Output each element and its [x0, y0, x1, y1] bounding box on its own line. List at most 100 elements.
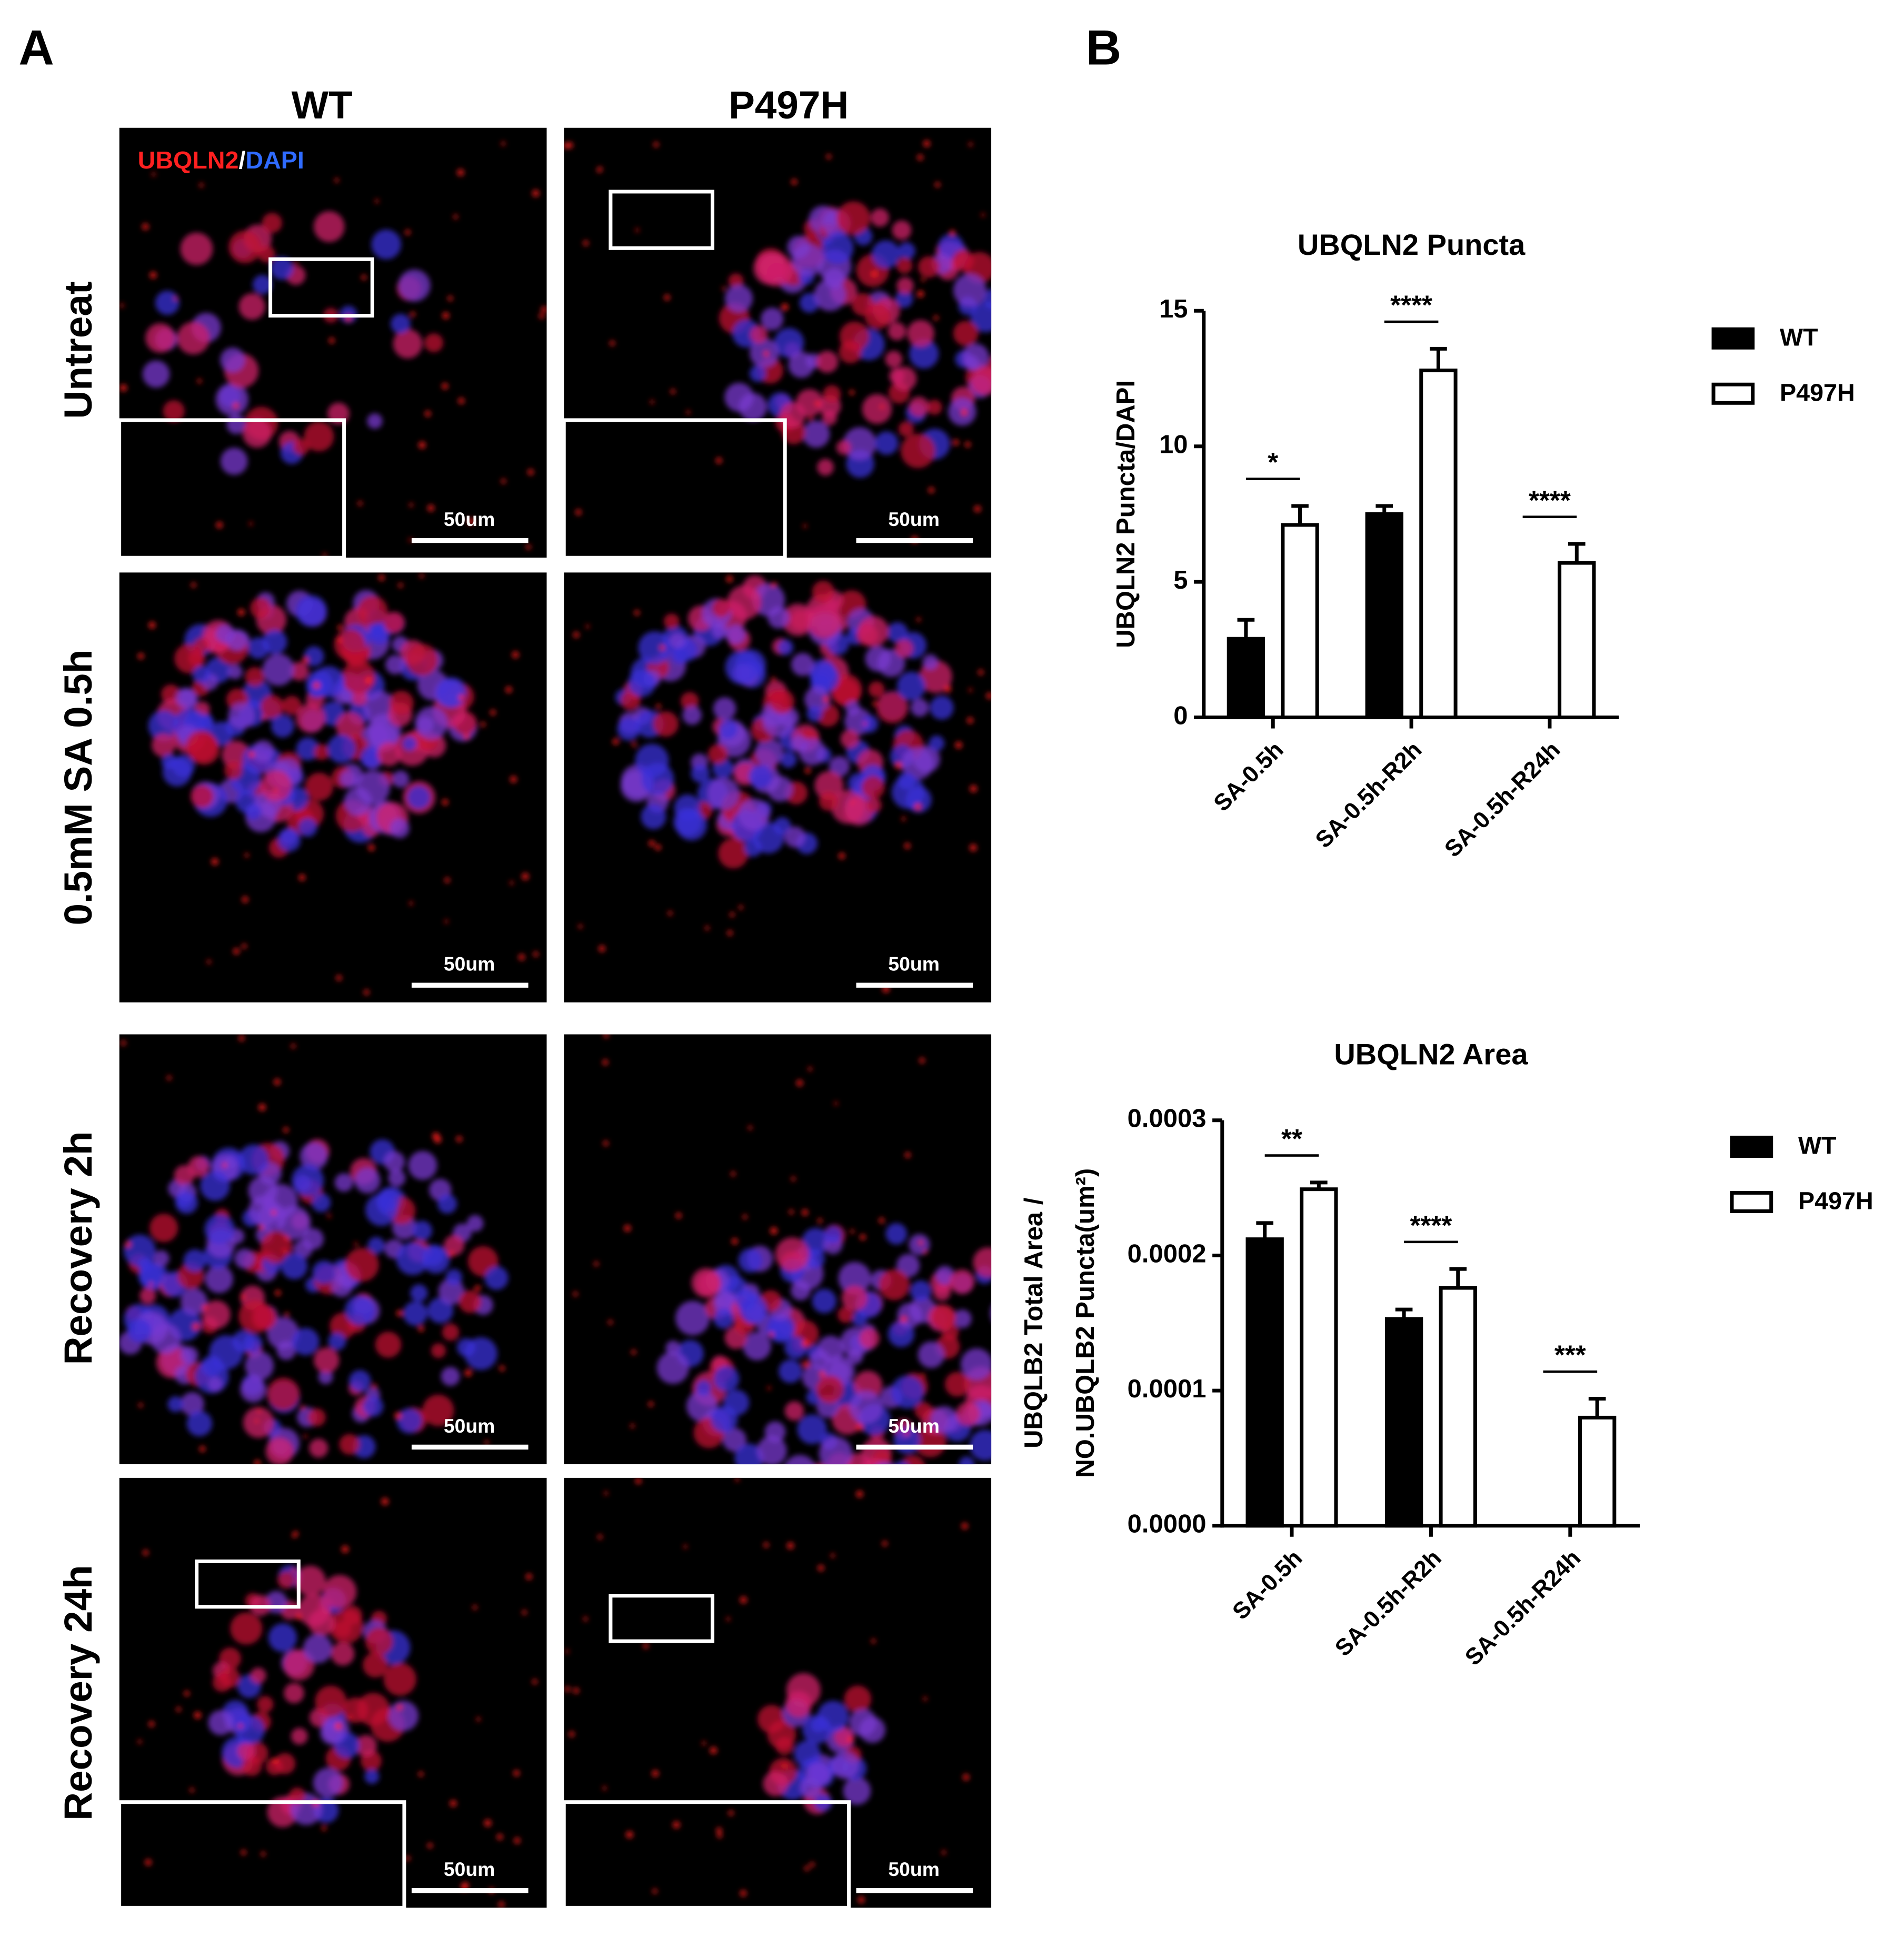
cell	[445, 1269, 463, 1286]
cell	[739, 393, 767, 421]
cell	[707, 744, 728, 765]
cell	[167, 1396, 184, 1413]
bar	[1419, 369, 1458, 720]
cell	[314, 1347, 340, 1373]
cell	[313, 744, 330, 760]
puncta	[357, 501, 363, 506]
puncta	[258, 1104, 266, 1111]
puncta	[602, 1786, 607, 1791]
cell	[334, 1173, 353, 1192]
puncta	[597, 166, 603, 172]
cell	[767, 607, 790, 629]
cell	[251, 1305, 277, 1331]
cell	[393, 329, 423, 359]
legend-swatch	[1730, 1190, 1773, 1213]
cell	[262, 213, 282, 233]
cells	[573, 575, 992, 993]
cell	[812, 1288, 836, 1314]
cell	[990, 1307, 992, 1319]
cell	[713, 1308, 734, 1329]
cell	[874, 431, 899, 455]
puncta	[211, 858, 218, 866]
cell	[277, 1571, 295, 1589]
cell	[290, 662, 309, 681]
cell	[696, 1272, 721, 1296]
scale-bar-label: 50um	[444, 1415, 495, 1437]
puncta	[254, 1460, 261, 1465]
puncta	[747, 1125, 753, 1130]
column-label: P497H	[729, 83, 849, 127]
cell	[779, 1359, 802, 1383]
puncta	[336, 975, 342, 981]
puncta	[248, 522, 253, 526]
cell	[220, 448, 248, 475]
scale-bar-label: 50um	[444, 508, 495, 530]
cell	[807, 604, 841, 639]
cell	[909, 396, 929, 417]
puncta	[914, 803, 922, 811]
scale-bar-label: 50um	[444, 953, 495, 975]
puncta	[408, 538, 413, 542]
puncta	[302, 657, 309, 664]
puncta	[834, 1101, 838, 1106]
cell	[364, 1769, 380, 1784]
cell	[365, 1627, 393, 1655]
puncta	[274, 1078, 281, 1086]
cell	[415, 706, 448, 740]
puncta	[705, 926, 710, 930]
cell	[885, 351, 903, 368]
bar	[1578, 1415, 1617, 1528]
cell	[238, 293, 265, 320]
x-tick-label: SA-0.5h-R24h	[1460, 1545, 1586, 1670]
puncta	[803, 524, 807, 528]
cell	[261, 770, 292, 801]
cell	[849, 1390, 883, 1424]
cell	[895, 1460, 909, 1465]
stain-blue: DAPI	[245, 146, 304, 174]
puncta	[501, 141, 505, 146]
puncta	[197, 379, 202, 383]
cell	[327, 734, 356, 763]
puncta	[921, 1373, 925, 1378]
puncta	[303, 1434, 307, 1438]
cell	[879, 1269, 910, 1300]
puncta	[740, 1596, 747, 1604]
cell	[266, 1317, 300, 1350]
puncta	[396, 1704, 403, 1711]
puncta	[241, 1850, 246, 1855]
cells	[564, 140, 992, 543]
puncta	[966, 717, 973, 724]
puncta	[726, 1617, 731, 1621]
cell	[267, 1377, 300, 1411]
puncta	[858, 1896, 865, 1903]
image-overlay: UBQLN2/DAPI	[117, 146, 851, 1910]
cell	[892, 220, 912, 240]
puncta	[119, 384, 127, 392]
puncta	[919, 1057, 925, 1064]
cell	[180, 1346, 198, 1365]
puncta	[630, 1424, 635, 1428]
puncta	[365, 677, 373, 684]
cell	[718, 719, 738, 739]
cell	[348, 1370, 371, 1392]
cell	[900, 1455, 925, 1465]
error-bar	[1588, 1396, 1606, 1418]
cell	[150, 1323, 181, 1354]
puncta	[949, 230, 955, 236]
micrograph: 50um	[564, 1477, 992, 1908]
cell	[817, 459, 834, 476]
cell	[945, 1372, 970, 1397]
legend-swatch	[1711, 382, 1755, 405]
cell	[175, 1191, 198, 1214]
puncta	[941, 1850, 946, 1855]
cell	[309, 1438, 328, 1458]
puncta	[968, 688, 973, 692]
image-background	[564, 1477, 992, 1908]
cell	[252, 275, 272, 294]
cell	[638, 631, 672, 664]
cell	[841, 1285, 868, 1311]
puncta	[248, 751, 255, 758]
cell	[388, 1169, 406, 1187]
puncta	[901, 817, 906, 821]
